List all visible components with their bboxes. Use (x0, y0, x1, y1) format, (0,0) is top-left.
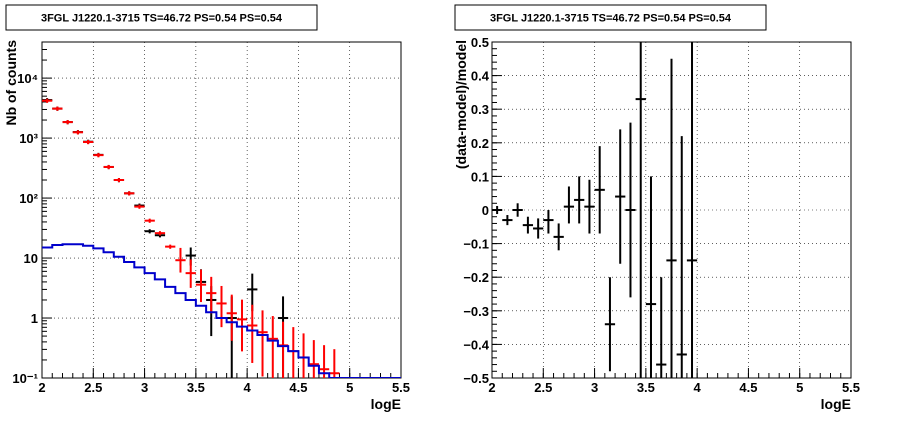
y-tick-label: 10² (19, 191, 38, 206)
data-layer (42, 98, 401, 378)
y-tick-label: −0.4 (463, 337, 489, 352)
x-tick-label: 3 (141, 380, 148, 395)
x-tick-label: 3 (591, 380, 598, 395)
y-tick-label: −0.3 (463, 304, 489, 319)
x-axis-label: logE (371, 396, 401, 412)
y-axis-label: (data-model)/model (453, 40, 469, 169)
x-tick-label: 2 (38, 380, 45, 395)
chart-title: 3FGL J1220.1-3715 TS=46.72 PS=0.54 PS=0.… (490, 13, 732, 25)
x-tick-label: 5 (346, 380, 353, 395)
y-tick-label: 10⁻¹ (12, 371, 38, 386)
x-tick-label: 2 (488, 380, 495, 395)
y-tick-label: 10³ (19, 131, 38, 146)
title-box (454, 4, 767, 31)
x-tick-label: 4.5 (289, 380, 307, 395)
counts-plot: 3FGL J1220.1-3715 TS=46.72 PS=0.54 PS=0.… (3, 4, 410, 412)
y-tick-label: 0.2 (471, 136, 489, 151)
y-tick-label: 0.1 (471, 169, 489, 184)
x-tick-label: 4.5 (739, 380, 757, 395)
x-tick-label: 5 (796, 380, 803, 395)
title-box (5, 4, 318, 31)
y-tick-label: −0.1 (463, 237, 489, 252)
y-tick-label: 0.4 (471, 69, 490, 84)
x-tick-label: 5.5 (392, 380, 410, 395)
y-tick-label: 0.5 (471, 35, 489, 50)
plot-frame (41, 41, 402, 379)
y-tick-label: 0 (482, 203, 489, 218)
y-tick-label: 1 (31, 311, 38, 326)
data-layer (492, 42, 698, 378)
x-tick-label: 3.5 (637, 380, 655, 395)
x-tick-label: 2.5 (84, 380, 102, 395)
y-tick-label: −0.5 (463, 371, 489, 386)
x-tick-label: 2.5 (534, 380, 552, 395)
y-tick-label: −0.2 (463, 270, 489, 285)
model-step-line (42, 243, 401, 378)
x-tick-label: 5.5 (842, 380, 860, 395)
y-tick-label: 10 (24, 251, 38, 266)
x-axis-label: logE (821, 396, 851, 412)
chart-title: 3FGL J1220.1-3715 TS=46.72 PS=0.54 PS=0.… (41, 13, 283, 25)
y-tick-label: 0.3 (471, 102, 489, 117)
y-axis-label: Nb of counts (3, 40, 19, 126)
y-tick-label: 10⁴ (17, 71, 38, 86)
residuals-plot: 3FGL J1220.1-3715 TS=46.72 PS=0.54 PS=0.… (453, 4, 860, 412)
x-tick-label: 4 (244, 380, 252, 395)
x-tick-label: 4 (694, 380, 702, 395)
x-tick-label: 3.5 (187, 380, 205, 395)
